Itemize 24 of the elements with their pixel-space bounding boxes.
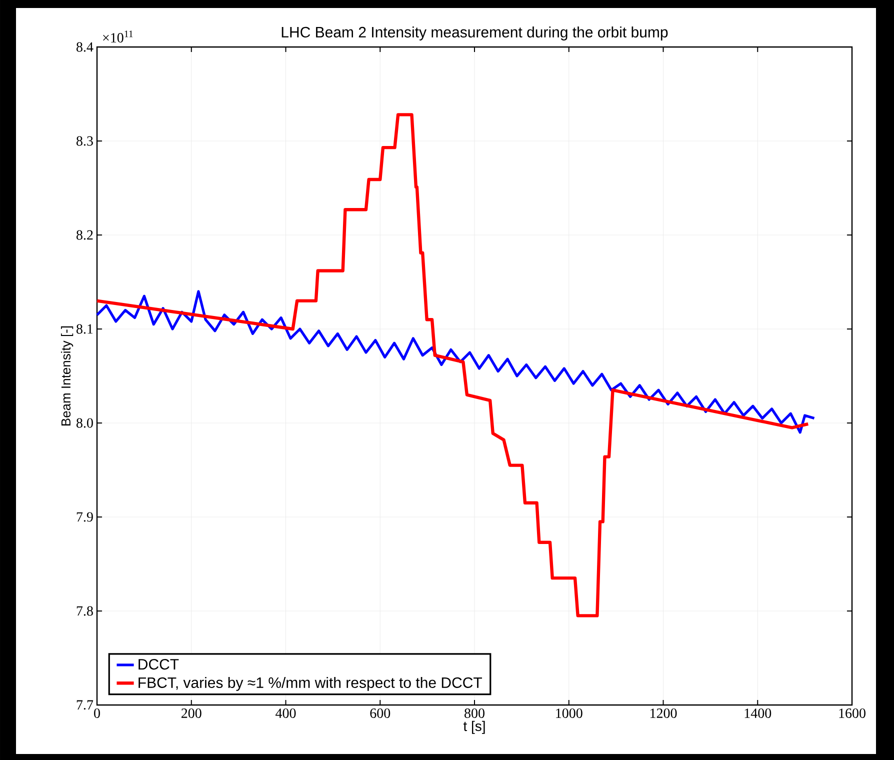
y-tick-label: 7.9 xyxy=(76,512,93,522)
y-tick-label: 7.7 xyxy=(76,700,94,710)
text: ×10$^{11}$ xyxy=(103,30,133,43)
y-tick-label: 8.2 xyxy=(76,230,93,240)
legend-label: FBCT, varies by ≈1 %/mm with respect to the DCCT xyxy=(138,676,482,691)
x-tick-label: 1200 xyxy=(650,708,677,718)
x-tick-label: 0 xyxy=(94,708,100,718)
y-axis-title: Beam Intensity [-] xyxy=(60,326,74,426)
x-tick-label: 1400 xyxy=(744,708,772,718)
y-tick-label: 7.8 xyxy=(76,606,93,616)
x-tick-label: 800 xyxy=(464,708,484,718)
y-tick-label: 8.3 xyxy=(76,136,93,146)
y-tick-label: 8.1 xyxy=(76,324,93,334)
x-axis-title: t [s] xyxy=(463,720,485,734)
y-tick-label: 8.4 xyxy=(76,42,94,52)
line-series xyxy=(95,113,810,618)
y-tick-label: 8.0 xyxy=(76,418,93,428)
x-tick-label: 1600 xyxy=(839,708,866,718)
x-tick-label: 1000 xyxy=(556,708,582,718)
x-tick-label: 600 xyxy=(370,708,390,718)
chart-title: LHC Beam 2 Intensity measurement during the orbit bump xyxy=(282,26,668,40)
x-tick-label: 400 xyxy=(276,708,296,718)
x-tick-label: 200 xyxy=(181,708,202,718)
legend-label: DCCT xyxy=(138,658,179,670)
